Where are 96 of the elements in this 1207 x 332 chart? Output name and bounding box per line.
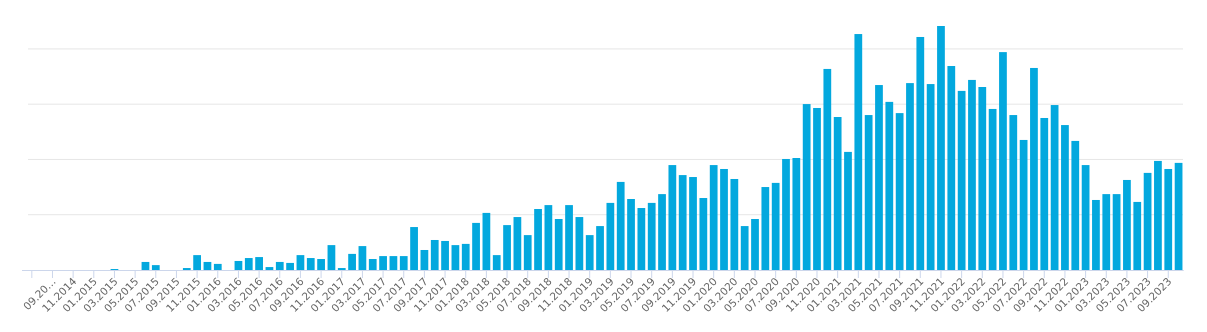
bar xyxy=(513,217,522,270)
bar xyxy=(1019,139,1028,270)
bar xyxy=(771,182,780,270)
bar xyxy=(647,202,656,270)
bar xyxy=(523,235,532,270)
bar xyxy=(709,165,718,270)
bar xyxy=(978,87,987,270)
bar xyxy=(854,34,863,270)
bar xyxy=(141,261,150,270)
bar xyxy=(286,262,294,270)
bar xyxy=(203,261,212,270)
bar xyxy=(296,255,305,270)
bar xyxy=(399,256,408,270)
bar xyxy=(833,117,842,270)
bar xyxy=(730,178,739,270)
bar xyxy=(379,256,387,270)
bar xyxy=(1164,168,1173,270)
bar xyxy=(668,165,677,270)
bar xyxy=(430,239,439,270)
bar xyxy=(1071,140,1080,270)
bar xyxy=(1092,199,1100,270)
bar xyxy=(823,68,832,270)
bar xyxy=(895,113,904,270)
bar xyxy=(575,217,584,270)
bar xyxy=(1133,201,1142,270)
bar xyxy=(358,246,367,270)
bar xyxy=(255,257,263,270)
bar xyxy=(937,26,945,270)
bar xyxy=(782,158,790,270)
bar xyxy=(1143,172,1152,270)
bar xyxy=(616,181,625,270)
bar xyxy=(1050,105,1059,270)
bar xyxy=(420,249,429,270)
bar xyxy=(1112,194,1121,270)
bar xyxy=(740,226,749,270)
bar xyxy=(317,259,325,270)
bar xyxy=(637,208,646,270)
bar xyxy=(720,168,728,270)
bar xyxy=(213,263,222,270)
bar xyxy=(234,260,243,270)
bar xyxy=(875,85,883,270)
bar xyxy=(761,187,770,270)
bar xyxy=(1061,125,1069,270)
bar xyxy=(926,84,935,270)
bar xyxy=(906,83,914,270)
bar xyxy=(461,243,470,270)
bar xyxy=(751,219,759,270)
bar xyxy=(565,205,573,270)
bar xyxy=(554,219,563,270)
bar xyxy=(348,253,356,270)
bar xyxy=(492,255,501,270)
bar xyxy=(957,90,966,270)
bar xyxy=(151,265,160,270)
bar xyxy=(1123,179,1131,270)
bar xyxy=(678,175,687,270)
bar xyxy=(844,151,852,270)
bar xyxy=(544,205,553,270)
bar xyxy=(792,158,801,270)
bar xyxy=(699,198,708,270)
bar xyxy=(864,115,873,270)
bar xyxy=(368,259,377,270)
bar xyxy=(1030,67,1038,270)
bar xyxy=(627,199,635,270)
bar xyxy=(596,226,604,270)
bar xyxy=(1081,165,1090,270)
bar xyxy=(606,202,615,270)
bar xyxy=(451,245,460,270)
bar xyxy=(265,267,274,270)
bar xyxy=(441,240,449,270)
bar xyxy=(885,101,894,270)
bar xyxy=(968,79,976,270)
bar xyxy=(503,225,511,270)
bar xyxy=(947,66,956,270)
bar xyxy=(410,227,418,270)
bar xyxy=(802,104,811,270)
bar xyxy=(1009,115,1018,270)
bar xyxy=(306,258,315,270)
bar xyxy=(585,235,594,270)
bar xyxy=(999,52,1007,270)
bar xyxy=(482,212,491,270)
bar xyxy=(1040,117,1049,270)
bar xyxy=(916,36,925,270)
bar xyxy=(1174,162,1183,270)
bar xyxy=(244,258,253,270)
bar xyxy=(813,107,821,270)
bar xyxy=(658,194,666,270)
bar xyxy=(193,255,201,270)
bar xyxy=(988,108,997,270)
bar xyxy=(327,245,336,270)
bar xyxy=(689,177,697,270)
bar xyxy=(534,209,542,270)
bar xyxy=(1102,194,1111,270)
bar xyxy=(275,261,284,270)
bar xyxy=(472,222,480,270)
bar xyxy=(389,256,398,270)
bar xyxy=(1154,160,1162,270)
